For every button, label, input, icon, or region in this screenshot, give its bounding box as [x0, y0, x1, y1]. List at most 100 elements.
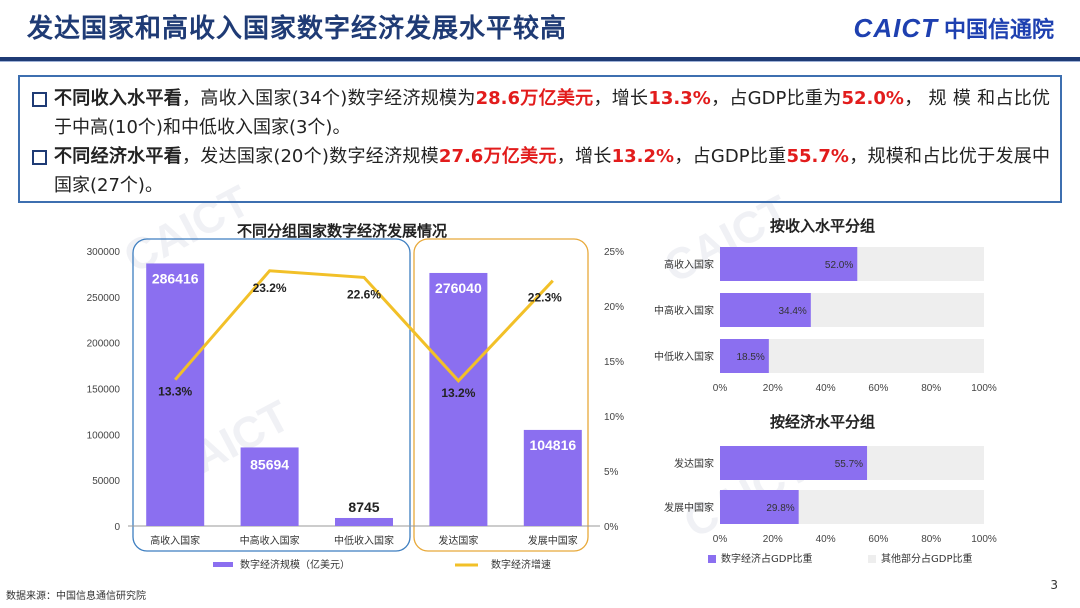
y-right-tick-label: 0% — [604, 522, 619, 533]
summary-text-segment: ， 规 模 和占比优于中高(10个)和中低收入国家(3个)。 — [54, 88, 1050, 138]
legend-primary-label: 数字经济占GDP比重 — [721, 552, 812, 565]
combo-chart: 0 50000 100000 150000 200000 250000 300000 0% 5%… — [87, 238, 624, 571]
summary-text-segment: 不同经济水平看 — [54, 146, 182, 167]
page-number: 3 — [1050, 578, 1058, 592]
logo-text-en: CAICT — [853, 12, 938, 43]
x-tick-label: 100% — [971, 534, 997, 545]
x-tick-label: 20% — [763, 383, 783, 394]
bar-primary — [720, 339, 769, 373]
summary-box: 不同收入水平看，高收入国家(34个)数字经济规模为28.6万亿美元，增长13.3… — [18, 75, 1062, 203]
summary-bullet: 不同收入水平看，高收入国家(34个)数字经济规模为28.6万亿美元，增长13.3… — [32, 84, 1050, 142]
bar-primary — [720, 247, 858, 281]
summary-text-segment: ，高收入国家(34个)数字经济规模为 — [182, 88, 476, 109]
bar-value-label: 34.4% — [778, 306, 806, 317]
line-value-label: 23.2% — [253, 281, 287, 295]
y-left-tick-label: 150000 — [87, 385, 121, 396]
y-right-tick-label: 15% — [604, 357, 624, 368]
bar-value-label: 286416 — [152, 270, 199, 286]
bar-value-label: 18.5% — [736, 352, 764, 363]
combo-chart-title: 不同分组国家数字经济发展情况 — [237, 222, 448, 240]
bar-primary — [720, 490, 799, 524]
summary-text-segment: 13.2% — [611, 146, 675, 167]
summary-text-segment: ，占GDP比重为 — [710, 88, 842, 109]
y-category-label: 发达国家 — [674, 457, 714, 470]
summary-text-segment: ，增长 — [556, 146, 612, 167]
line-value-label: 13.2% — [441, 386, 475, 400]
x-tick-label: 0% — [713, 534, 728, 545]
economy-group-frame — [413, 238, 589, 552]
bar-primary — [720, 293, 811, 327]
growth-line — [174, 269, 554, 384]
legend-line-label: 数字经济增速 — [491, 558, 551, 571]
x-category-label: 发达国家 — [438, 534, 478, 547]
summary-text-segment: 13.3% — [648, 88, 711, 109]
y-right-tick-label: 10% — [604, 412, 624, 423]
y-left-tick-label: 250000 — [87, 293, 121, 304]
square-bullet-icon — [32, 150, 47, 165]
bar-value-label: 29.8% — [766, 503, 794, 514]
y-category-label: 中低收入国家 — [654, 350, 714, 363]
y-left-tick-label: 50000 — [92, 476, 120, 487]
economy-chart-title: 按经济水平分组 — [770, 413, 876, 431]
y-right-tick-label: 5% — [604, 467, 619, 478]
bar-value-label: 55.7% — [835, 459, 863, 470]
y-category-label: 中高收入国家 — [654, 304, 714, 317]
summary-text-segment: 不同收入水平看 — [54, 88, 183, 109]
bar — [429, 272, 488, 526]
header-divider-thin — [0, 61, 1080, 62]
y-category-label: 发展中国家 — [664, 501, 714, 514]
legend-other-swatch — [868, 555, 876, 563]
economy-chart: 55.7% 发达国家 29.8% 发展中国家 0% 20% 40% 60% 80% 100% 数字经… — [664, 446, 997, 565]
x-tick-label: 100% — [971, 383, 997, 394]
y-right-tick-label: 25% — [604, 247, 624, 258]
x-tick-label: 20% — [763, 534, 783, 545]
legend-other-label: 其他部分占GDP比重 — [881, 552, 972, 565]
x-tick-label: 40% — [816, 534, 836, 545]
summary-text-segment: 27.6万亿美元 — [438, 146, 557, 167]
y-right-tick-label: 20% — [604, 302, 624, 313]
summary-bullet: 不同经济水平看，发达国家(20个)数字经济规模27.6万亿美元，增长13.2%，… — [32, 142, 1050, 200]
summary-text-segment: ，占GDP比重 — [674, 146, 787, 167]
bar — [335, 517, 393, 526]
bar — [240, 447, 299, 526]
legend-bar-label: 数字经济规模（亿美元） — [240, 558, 350, 571]
income-chart: 52.0% 高收入国家 34.4% 中高收入国家 18.5% 中低收入国家 0% 20% 40%… — [654, 247, 997, 394]
logo-text-cn: 中国信通院 — [943, 18, 1054, 43]
summary-text-segment: ，增长 — [593, 88, 649, 109]
page-title: 发达国家和高收入国家数字经济发展水平较高 — [27, 14, 568, 44]
y-left-tick-label: 200000 — [87, 339, 121, 350]
line-value-label: 22.6% — [347, 287, 381, 301]
bar-value-label: 276040 — [435, 280, 482, 296]
logo: CAICT 中国信通院 — [854, 12, 1054, 44]
summary-text-segment: 28.6万亿美元 — [475, 88, 594, 109]
y-left-tick-label: 300000 — [87, 247, 121, 258]
bar — [523, 429, 582, 526]
y-category-label: 高收入国家 — [664, 258, 714, 271]
x-category-label: 发展中国家 — [528, 534, 578, 547]
x-tick-label: 80% — [921, 383, 941, 394]
square-bullet-icon — [32, 92, 47, 107]
income-group-frame — [132, 238, 411, 552]
x-tick-label: 60% — [868, 534, 888, 545]
y-left-tick-label: 100000 — [87, 430, 121, 441]
bar-value-label: 8745 — [348, 499, 379, 515]
x-category-label: 中低收入国家 — [334, 534, 394, 547]
legend-bar-swatch — [213, 562, 233, 567]
x-tick-label: 40% — [816, 383, 836, 394]
summary-text-segment: 55.7% — [786, 146, 849, 167]
income-chart-title: 按收入水平分组 — [770, 217, 876, 235]
x-tick-label: 60% — [868, 383, 888, 394]
x-tick-label: 80% — [921, 534, 941, 545]
bar-value-label: 104816 — [529, 437, 576, 453]
y-left-tick-label: 0 — [114, 522, 120, 533]
summary-text-segment: ，发达国家(20个)数字经济规模 — [182, 146, 439, 167]
bar-primary — [720, 446, 868, 480]
x-category-label: 中高收入国家 — [240, 534, 300, 547]
legend-primary-swatch — [708, 555, 716, 563]
line-value-label: 22.3% — [528, 291, 562, 305]
bar-value-label: 85694 — [250, 456, 289, 472]
header-divider — [0, 57, 1080, 61]
bar-value-label: 52.0% — [825, 260, 853, 271]
bar — [146, 263, 205, 526]
data-source: 数据来源：中国信息通信研究院 — [6, 591, 146, 602]
